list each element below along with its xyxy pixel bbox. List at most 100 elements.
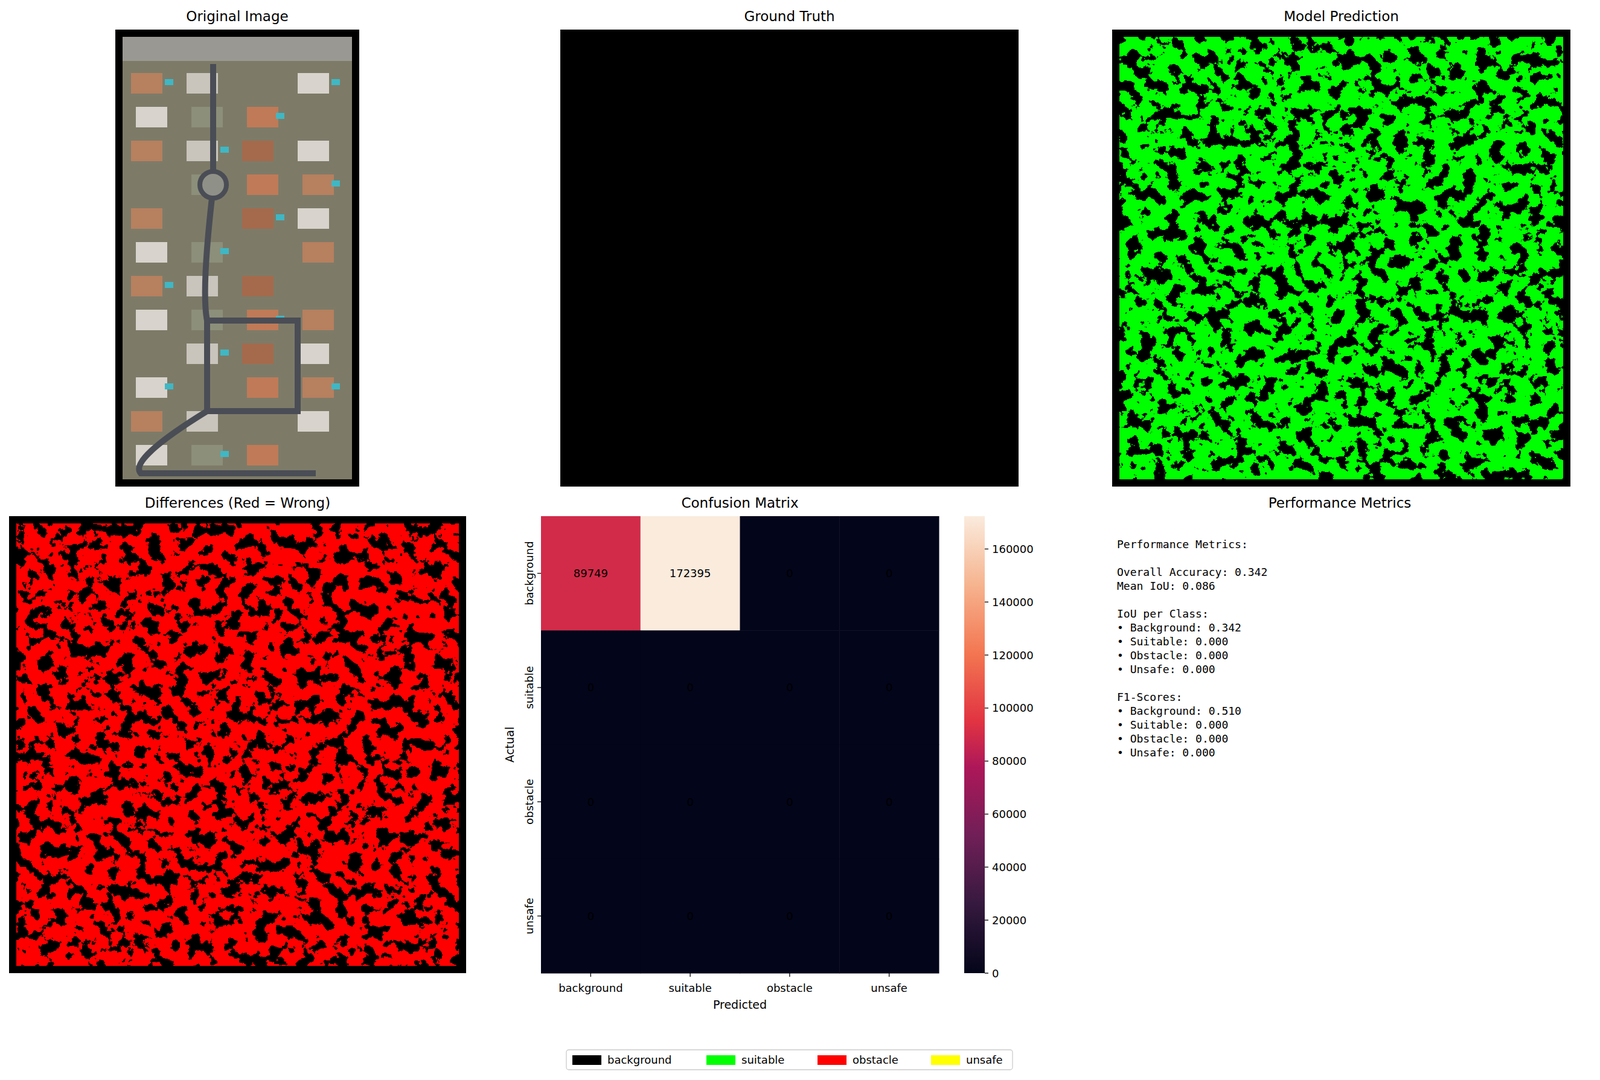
x-tick (689, 973, 691, 977)
legend-swatch (817, 1055, 847, 1066)
heatmap-cells (540, 516, 940, 974)
y-tick (537, 915, 541, 917)
prediction-mask (1112, 29, 1571, 487)
legend-label: obstacle (852, 1053, 899, 1067)
y-tick-label: unsafe (522, 897, 536, 935)
panel-title: Performance Metrics (1268, 495, 1412, 511)
y-tick-label: suitable (522, 665, 536, 709)
image-ground (122, 36, 352, 480)
image-pool (275, 112, 285, 119)
panel-title: Ground Truth (743, 8, 835, 25)
mask-border (1112, 29, 1571, 487)
cell-label: 0 (686, 909, 694, 923)
cell-label: 0 (786, 909, 793, 923)
cell-label: 172395 (669, 566, 712, 580)
colorbar-tick-label: 120000 (992, 649, 1034, 662)
panel-title: Differences (Red = Wrong) (144, 495, 331, 511)
colorbar-tick (984, 707, 989, 709)
legend-swatch (706, 1055, 736, 1066)
colorbar-tick (984, 867, 989, 868)
heatmap-cell (839, 516, 939, 631)
colorbar-tick (984, 548, 989, 550)
colorbar-tick (984, 972, 989, 974)
original-image (115, 29, 360, 487)
image-house (246, 174, 279, 196)
image-road (138, 64, 316, 474)
metric-line: • Unsafe: 0.000 (1116, 746, 1216, 759)
heatmap-cell (740, 859, 840, 974)
image-pool (220, 146, 229, 153)
legend-swatch (931, 1055, 960, 1066)
image-house (135, 377, 168, 398)
metric-line: Performance Metrics: (1116, 537, 1248, 551)
image-house (191, 106, 223, 128)
heatmap-cell (740, 516, 840, 631)
heatmap-cell (839, 859, 939, 974)
image-house (297, 73, 330, 94)
colorbar-tick-label: 80000 (992, 754, 1027, 768)
image-house (242, 275, 274, 297)
metric-line: • Background: 0.342 (1116, 621, 1242, 634)
image-house (135, 242, 168, 263)
metric-line: • Suitable: 0.000 (1116, 718, 1229, 732)
image-house (242, 208, 274, 229)
image-house (246, 106, 279, 128)
metric-line: Overall Accuracy: 0.342 (1116, 565, 1268, 579)
image-house (302, 309, 334, 331)
colorbar-tick-label: 40000 (992, 860, 1027, 874)
heatmap-cell (540, 516, 641, 631)
colorbar-tick-label: 20000 (992, 914, 1027, 927)
x-tick-label: background (558, 981, 623, 995)
cell-label: 0 (885, 795, 893, 809)
cell-label: 0 (885, 909, 893, 923)
heatmap-cell (740, 745, 840, 860)
cell-label: 0 (885, 566, 893, 580)
y-tick (537, 687, 541, 688)
legend: backgroundsuitableobstacleunsafe (566, 1049, 1013, 1070)
metric-line: • Unsafe: 0.000 (1116, 662, 1216, 676)
cell-label: 0 (786, 566, 793, 580)
heatmap-cell (540, 630, 641, 746)
heatmap-cell (540, 859, 641, 974)
image-house (131, 140, 163, 162)
image-house (135, 309, 168, 331)
heatmap-cell (640, 859, 741, 974)
x-axis-label: Predicted (713, 998, 767, 1012)
legend-label: suitable (741, 1053, 785, 1067)
image-pool (331, 79, 340, 86)
image-house (297, 140, 330, 162)
metric-line: • Obstacle: 0.000 (1116, 649, 1229, 662)
image-pool (220, 248, 229, 255)
colorbar-tick (984, 920, 989, 921)
ground-truth-mask (560, 29, 1019, 487)
image-house (242, 343, 274, 365)
image-house (131, 411, 163, 432)
colorbar-tick (984, 654, 989, 656)
y-tick (537, 801, 541, 802)
cell-label: 0 (885, 681, 893, 694)
colorbar (964, 516, 985, 974)
heatmap-cell (640, 516, 741, 631)
image-pool (220, 349, 229, 356)
x-tick (590, 973, 592, 977)
image-roundabout (199, 171, 227, 199)
colorbar-tick (984, 813, 989, 815)
correct-speckle (16, 523, 459, 967)
image-pool (331, 383, 340, 390)
image-pool (164, 79, 174, 86)
background-speckle (1119, 36, 1564, 480)
suitable-region (1119, 36, 1564, 480)
y-axis-label: Actual (502, 726, 517, 764)
heatmap-labels: 8974917239500000000000000 (573, 566, 893, 923)
cell-label: 0 (786, 681, 793, 694)
cell-label: 0 (786, 795, 793, 809)
legend-box (566, 1049, 1013, 1070)
metric-line: • Obstacle: 0.000 (1116, 732, 1229, 746)
image-house (246, 444, 279, 466)
heatmap-cell (640, 630, 741, 746)
image-house (191, 444, 223, 466)
image-house (302, 377, 334, 398)
image-house (131, 275, 163, 297)
metric-line: F1-Scores: (1116, 690, 1183, 704)
x-tick (888, 973, 890, 977)
